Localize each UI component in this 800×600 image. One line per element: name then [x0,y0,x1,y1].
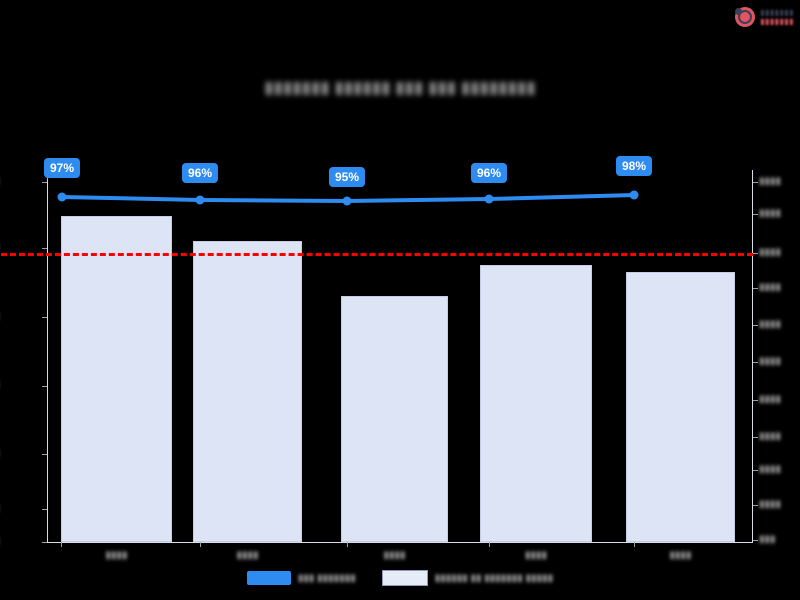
right-tick [753,400,758,401]
data-label: 95% [328,167,366,187]
bar[interactable] [61,216,172,542]
legend-swatch-line [246,571,291,585]
x-tick-label: ▮▮▮▮ [524,550,548,561]
x-tick-label: ▮▮▮▮ [669,550,692,561]
data-label: 98% [615,156,653,176]
x-tick-label: ▮▮▮▮ [383,550,406,561]
right-tick [753,182,758,183]
right-tick-label: ▮▮▮ [759,534,776,545]
right-tick-label: ▮▮▮▮ [759,282,782,293]
data-label: 96% [470,163,508,183]
data-label: 96% [181,163,219,183]
left-tick [42,182,47,183]
right-tick-label: ▮▮▮▮ [759,247,782,258]
bar[interactable] [626,272,735,542]
right-tick-label: ▮▮▮▮ [759,208,782,219]
left-tick [42,386,47,387]
right-tick-label: ▮▮▮▮ [759,464,782,475]
logo-line-1: ▮▮▮▮▮▮▮ [760,7,794,17]
right-tick [753,540,758,541]
line-series [57,190,639,206]
x-tick [61,542,62,547]
right-tick [753,505,758,506]
right-tick [753,362,758,363]
x-tick-label: ▮▮▮▮ [236,550,259,561]
chart-legend: ▮▮▮ ▮▮▮▮▮▮▮ ▮▮▮▮▮▮ ▮▮ ▮▮▮▮▮▮▮ ▮▮▮▮▮ [0,570,800,586]
legend-item-bar[interactable]: ▮▮▮▮▮▮ ▮▮ ▮▮▮▮▮▮▮ ▮▮▮▮▮ [381,570,554,586]
right-tick [753,470,758,471]
left-axis-line [47,170,48,542]
right-tick-label: ▮▮▮▮ [759,356,782,367]
bar[interactable] [480,265,592,542]
legend-swatch-bar [381,570,428,586]
right-tick-label: ▮▮▮▮ [759,431,782,442]
x-tick [347,542,348,547]
right-tick [753,214,758,215]
right-axis-line [752,170,753,542]
x-tick [200,542,201,547]
chart-title: ▮▮▮▮▮▮▮ ▮▮▮▮▮▮ ▮▮▮ ▮▮▮ ▮▮▮▮▮▮▮▮ [264,78,536,97]
x-tick [489,542,490,547]
left-tick [42,317,47,318]
bar[interactable] [341,296,448,542]
data-label: 97% [43,158,81,178]
left-tick [42,454,47,455]
logo-line-2: ▮▮▮▮▮▮▮ [760,16,794,26]
bar[interactable] [193,241,302,542]
right-tick-label: ▮▮▮▮ [759,499,782,510]
x-tick [634,542,635,547]
legend-label-line: ▮▮▮ ▮▮▮▮▮▮▮ [297,572,356,584]
x-axis-line [47,542,753,543]
left-tick [42,509,47,510]
right-tick-label: ▮▮▮▮ [759,176,782,187]
logo-mark-icon [734,6,756,28]
reference-line [1,253,753,256]
right-tick [753,253,758,254]
right-tick [753,325,758,326]
left-tick [42,248,47,249]
x-tick-label: ▮▮▮▮ [105,550,128,561]
right-tick [753,437,758,438]
brand-logo: ▮▮▮▮▮▮▮ ▮▮▮▮▮▮▮ [734,4,794,30]
right-tick-label: ▮▮▮▮ [759,319,782,330]
plot-area: ▮▮▮▮ ▮▮▮▮ ▮▮▮▮ ▮▮▮ ▮ ▮▮▮▮ ▮▮▮▮ ▮▮▮▮ ▮▮▮▮ ▮▮▮▮ ▮▮▮… [1,156,781,561]
right-tick-label: ▮▮▮▮ [759,394,782,405]
right-tick [753,288,758,289]
left-tick [42,542,47,543]
legend-label-bar: ▮▮▮▮▮▮ ▮▮ ▮▮▮▮▮▮▮ ▮▮▮▮▮ [434,572,554,584]
legend-item-line[interactable]: ▮▮▮ ▮▮▮▮▮▮▮ [246,571,356,585]
